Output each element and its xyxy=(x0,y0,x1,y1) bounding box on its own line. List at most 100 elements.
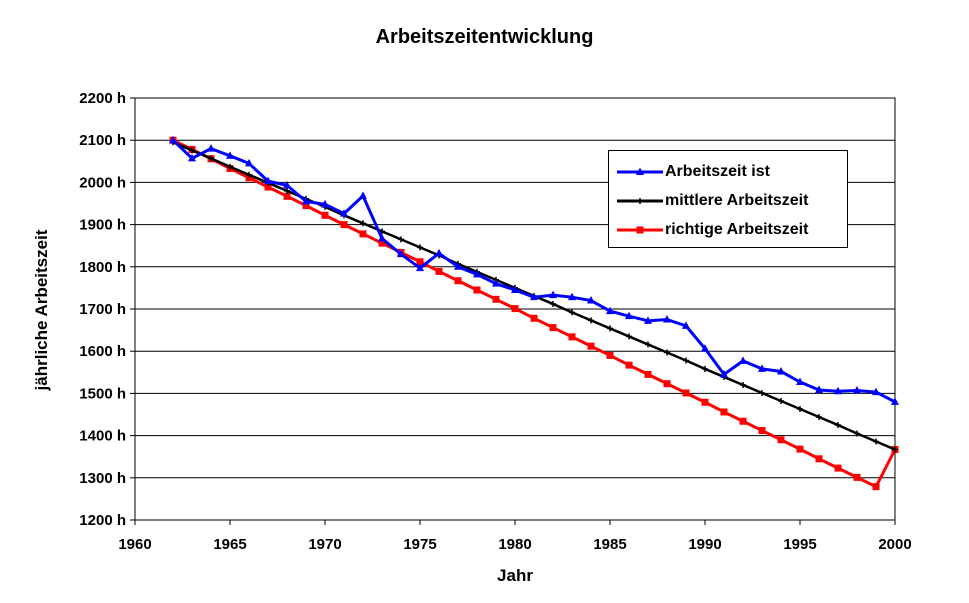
data-point xyxy=(758,364,766,372)
y-tick-label: 2000 h xyxy=(79,174,126,191)
legend-label: richtige Arbeitszeit xyxy=(665,220,809,238)
data-point xyxy=(245,158,253,167)
x-tick-label: 1990 xyxy=(688,536,721,553)
data-point xyxy=(606,351,614,359)
y-tick-label: 1500 h xyxy=(79,385,126,402)
legend-item: Arbeitszeit ist xyxy=(609,157,847,186)
data-point xyxy=(644,316,652,324)
data-point xyxy=(530,292,538,301)
data-point xyxy=(359,191,367,199)
data-point xyxy=(777,436,785,444)
data-point xyxy=(416,258,424,266)
data-point xyxy=(815,385,823,394)
data-point xyxy=(416,263,424,272)
data-point xyxy=(644,370,652,378)
data-point xyxy=(720,369,728,378)
data-point xyxy=(739,356,747,364)
x-tick-label: 1965 xyxy=(213,536,246,553)
data-point xyxy=(606,306,614,315)
y-tick-label: 1400 h xyxy=(79,428,126,445)
x-tick-label: 2000 xyxy=(878,536,911,553)
data-point xyxy=(720,408,728,416)
data-point xyxy=(321,211,329,219)
legend-marker xyxy=(636,167,644,175)
data-point xyxy=(625,311,633,320)
data-point xyxy=(359,230,367,238)
y-tick-label: 1800 h xyxy=(79,259,126,276)
data-point xyxy=(777,366,785,375)
x-tick-label: 1970 xyxy=(308,536,341,553)
data-point xyxy=(663,315,671,323)
data-point xyxy=(568,333,576,341)
y-tick-label: 1900 h xyxy=(79,217,126,234)
data-point xyxy=(397,249,405,258)
data-point xyxy=(549,324,557,332)
data-point xyxy=(891,397,899,405)
data-point xyxy=(454,262,462,270)
legend-swatch xyxy=(617,197,663,204)
data-point xyxy=(815,455,823,463)
data-point xyxy=(435,267,443,275)
data-point xyxy=(378,239,386,247)
data-point xyxy=(834,464,842,472)
data-point xyxy=(511,305,519,313)
data-point xyxy=(188,153,196,162)
y-tick-label: 2100 h xyxy=(79,132,126,149)
data-point xyxy=(625,361,633,369)
data-point xyxy=(492,279,500,287)
data-point xyxy=(587,342,595,350)
series-arbeitszeit-ist xyxy=(169,135,899,405)
data-point xyxy=(682,389,690,397)
y-tick-label: 2200 h xyxy=(79,90,126,107)
data-point xyxy=(340,209,348,217)
legend: Arbeitszeit ist mittlere Arbeitszeit richt… xyxy=(608,150,848,248)
data-point xyxy=(169,135,177,144)
data-point xyxy=(473,286,481,294)
data-point xyxy=(549,290,557,299)
x-tick-label: 1985 xyxy=(593,536,626,553)
data-point xyxy=(340,221,348,229)
data-point xyxy=(283,180,291,189)
data-point xyxy=(872,483,880,491)
x-tick-label: 1980 xyxy=(498,536,531,553)
data-point xyxy=(283,192,291,200)
data-point xyxy=(511,285,519,294)
legend-swatch xyxy=(617,167,663,175)
chart-title: Arbeitszeitentwicklung xyxy=(375,26,594,48)
data-point xyxy=(264,176,272,185)
data-point xyxy=(226,151,234,159)
data-point xyxy=(739,417,747,425)
data-point xyxy=(853,473,861,481)
legend-marker xyxy=(636,226,644,233)
data-point xyxy=(853,385,861,394)
data-point xyxy=(796,377,804,386)
data-point xyxy=(492,295,500,303)
y-tick-label: 1300 h xyxy=(79,470,126,487)
data-point xyxy=(682,321,690,329)
legend-item: mittlere Arbeitszeit xyxy=(609,186,847,215)
data-point xyxy=(321,199,329,208)
data-point xyxy=(796,445,804,453)
data-point xyxy=(587,296,595,304)
data-point xyxy=(378,234,386,242)
y-tick-label: 1600 h xyxy=(79,343,126,360)
x-tick-label: 1960 xyxy=(118,536,151,553)
data-point xyxy=(302,196,310,205)
data-point xyxy=(834,386,842,395)
data-point xyxy=(473,269,481,278)
data-point xyxy=(530,314,538,322)
data-point xyxy=(207,144,215,152)
data-point xyxy=(758,427,766,435)
x-tick-label: 1995 xyxy=(783,536,816,553)
legend-label: mittlere Arbeitszeit xyxy=(665,191,809,209)
data-point xyxy=(264,183,272,191)
y-tick-label: 1700 h xyxy=(79,301,126,318)
legend-item: richtige Arbeitszeit xyxy=(609,215,847,244)
data-point xyxy=(454,277,462,285)
y-tick-label: 1200 h xyxy=(79,512,126,529)
legend-label: Arbeitszeit ist xyxy=(665,162,770,180)
x-tick-label: 1975 xyxy=(403,536,436,553)
x-axis-label: Jahr xyxy=(497,566,533,585)
data-point xyxy=(701,398,709,406)
